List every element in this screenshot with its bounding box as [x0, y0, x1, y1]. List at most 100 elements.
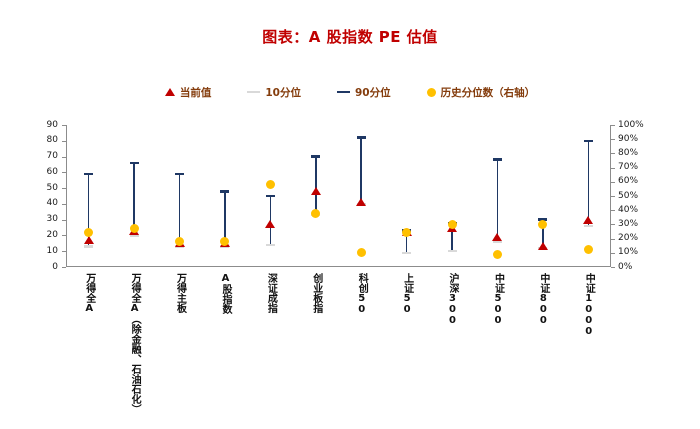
y-axis-right-tick: [611, 167, 615, 169]
x-axis-label: 上证50: [401, 273, 413, 315]
y-axis-left-tick: [62, 172, 66, 174]
y-axis-right-label: 100%: [618, 119, 644, 130]
x-axis-label: 科创50: [356, 273, 368, 315]
x-axis-label: A股指数: [219, 273, 231, 314]
current-value-marker: [310, 187, 321, 196]
y-axis-left-tick: [62, 251, 66, 253]
range-line: [405, 230, 408, 253]
history-percentile-marker: [538, 219, 548, 229]
plot-frame: [66, 125, 611, 267]
y-axis-right-tick: [611, 267, 615, 268]
p90-marker: [84, 172, 94, 176]
x-axis-label: 深证成指: [265, 273, 277, 313]
current-value-marker: [265, 220, 276, 229]
history-percentile-marker: [356, 248, 366, 258]
history-percentile-marker: [583, 245, 593, 255]
p10-marker: [129, 234, 139, 237]
y-axis-right-label: 30%: [618, 218, 639, 229]
y-axis-left-label: 0: [52, 261, 58, 272]
p90-marker: [538, 218, 548, 221]
x-axis-label: 沪深300: [447, 273, 459, 326]
range-line: [360, 137, 362, 204]
legend-label: 当前值: [179, 86, 212, 99]
range-line: [315, 156, 317, 215]
x-axis-label: 万得主板: [174, 273, 186, 313]
y-axis-right-label: 10%: [618, 247, 639, 258]
y-axis-left-label: 80: [46, 135, 58, 146]
y-axis-left-tick: [62, 219, 66, 221]
history-percentile-marker: [220, 236, 230, 246]
y-axis-left-label: 60: [46, 166, 58, 177]
y-axis-right-tick: [611, 181, 615, 183]
p90-marker: [583, 139, 593, 143]
dash-dark-legend-icon: [337, 90, 350, 94]
circle-legend-icon: [426, 87, 436, 97]
p10-marker: [84, 245, 94, 248]
y-axis-left-tick: [62, 156, 66, 158]
current-value-marker: [356, 198, 367, 207]
p90-marker: [265, 194, 275, 198]
legend-label: 历史分位数（右轴）: [440, 86, 536, 99]
p10-marker: [447, 249, 457, 253]
y-axis-left-tick: [62, 125, 66, 126]
p90-marker: [220, 190, 230, 193]
y-axis-left-label: 10: [46, 245, 58, 256]
y-axis-left-tick: [62, 203, 66, 205]
history-percentile-marker: [265, 180, 275, 190]
y-axis-right-tick: [611, 210, 615, 212]
y-axis-right-tick: [611, 238, 615, 240]
y-axis-left-label: 50: [46, 182, 58, 193]
range-line: [542, 219, 544, 249]
p90-marker: [356, 136, 366, 139]
legend-item-1: 10分位: [247, 85, 301, 100]
p90-marker: [129, 161, 139, 165]
y-axis-left-tick: [62, 235, 66, 237]
range-line: [133, 162, 135, 236]
x-axis-label: 万得全A（除金融、石油石化）: [129, 273, 141, 414]
current-value-marker: [583, 215, 594, 224]
triangle-legend-icon: [164, 88, 175, 96]
y-axis-right-label: 90%: [618, 133, 639, 144]
range-line: [178, 173, 181, 247]
legend-label: 10分位: [265, 86, 301, 99]
x-axis-label: 中证800: [537, 273, 549, 326]
p90-marker: [311, 155, 321, 158]
y-axis-right-tick: [611, 196, 615, 197]
y-axis-left-label: 20: [46, 229, 58, 240]
p90-marker: [492, 158, 502, 161]
y-axis-right-label: 20%: [618, 233, 639, 244]
range-line: [496, 159, 499, 242]
y-axis-right-tick: [611, 153, 615, 155]
range-line: [587, 140, 590, 226]
y-axis-left-label: 90: [46, 119, 58, 130]
p10-marker: [492, 240, 502, 243]
y-axis-right-tick: [611, 139, 615, 141]
p10-marker: [583, 224, 593, 228]
current-value-marker: [492, 233, 503, 242]
y-axis-right-label: 70%: [618, 162, 639, 173]
history-percentile-marker: [175, 236, 185, 246]
y-axis-left-label: 30: [46, 214, 58, 225]
current-value-marker: [537, 242, 548, 251]
legend-item-3: 历史分位数（右轴）: [426, 85, 536, 100]
x-axis-label: 万得全A: [83, 273, 95, 314]
current-value-marker: [83, 236, 94, 245]
chart-title: 图表：A 股指数 PE 估值: [262, 28, 438, 46]
y-axis-right-label: 50%: [618, 190, 639, 201]
history-percentile-marker: [311, 208, 321, 218]
history-percentile-marker: [447, 219, 457, 229]
x-axis-label: 创业板指: [310, 273, 322, 313]
y-axis-right-tick: [611, 125, 615, 126]
y-axis-right-label: 80%: [618, 147, 639, 158]
legend-item-0: 当前值: [164, 85, 212, 100]
y-axis-right-label: 40%: [618, 204, 639, 215]
range-line: [224, 191, 226, 247]
y-axis-left-label: 70: [46, 151, 58, 162]
y-axis-left-label: 40: [46, 198, 58, 209]
dash-light-legend-icon: [247, 91, 261, 93]
chart-legend: 当前值 10分位 90分位 历史分位数（右轴）: [0, 84, 700, 100]
y-axis-right-tick: [611, 224, 615, 226]
range-line: [87, 173, 90, 247]
p10-marker: [265, 243, 275, 247]
